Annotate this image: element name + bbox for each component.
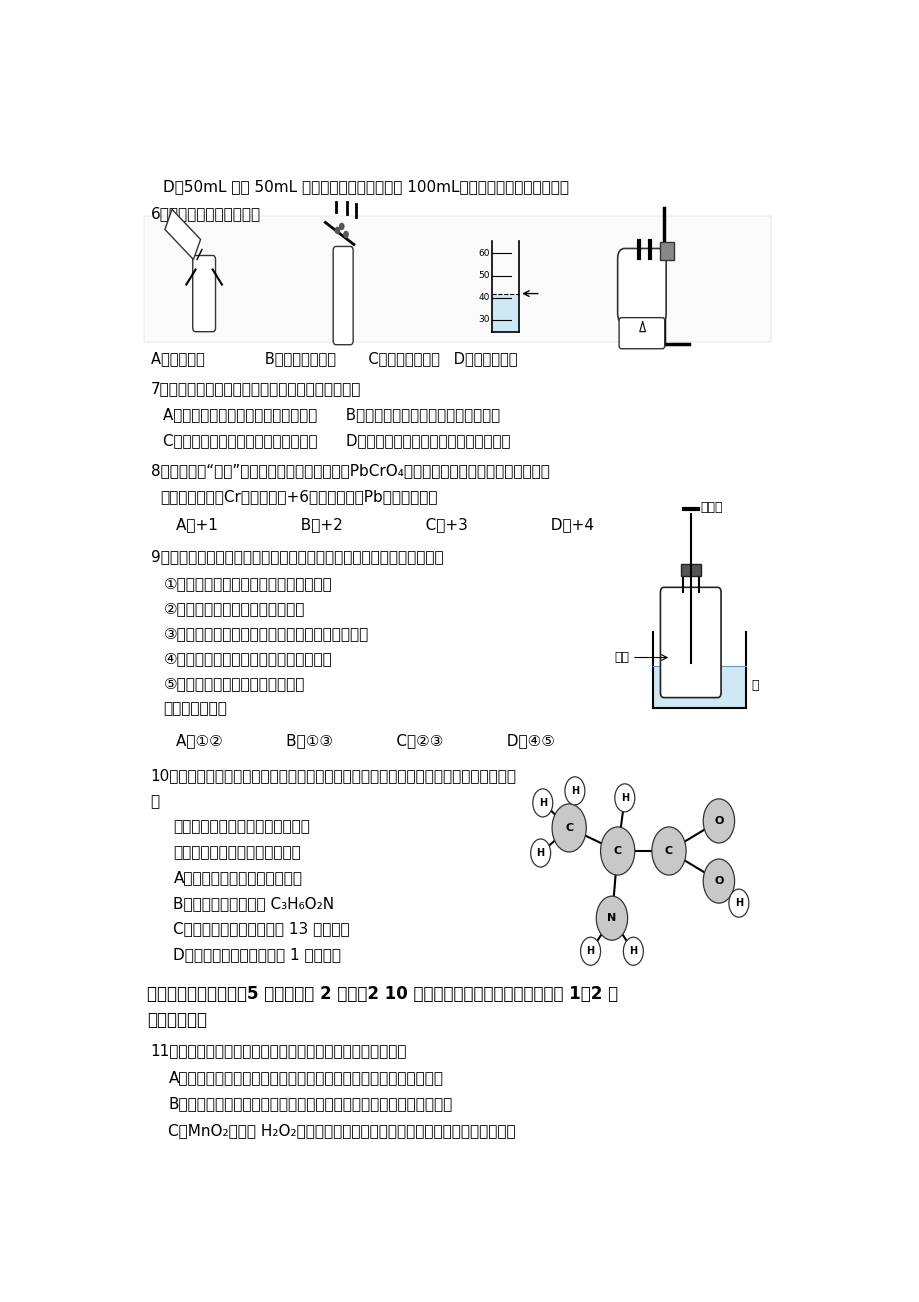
Text: 结构模型示意图）是其中的一种。: 结构模型示意图）是其中的一种。 [174, 819, 310, 833]
Text: ①装置不漏气是实验成功的重要因素之一: ①装置不漏气是实验成功的重要因素之一 [164, 577, 332, 591]
Text: ④将红磷改为炭也能得到正确的实验结论: ④将红磷改为炭也能得到正确的实验结论 [164, 651, 332, 667]
Text: C．镁条在空气中燃烧发出耀眼的白光      D．细铁丝在氧气中剧烈燃烧，火星四射: C．镁条在空气中燃烧发出耀眼的白光 D．细铁丝在氧气中剧烈燃烧，火星四射 [164, 434, 510, 448]
Text: A．+1                 B．+2                 C．+3                 D．+4: A．+1 B．+2 C．+3 D．+4 [176, 517, 593, 533]
FancyBboxPatch shape [652, 667, 745, 708]
Text: H: H [620, 793, 629, 803]
Text: C．一个丙氨酸分子中含有 13 个原子核: C．一个丙氨酸分子中含有 13 个原子核 [174, 922, 350, 936]
Text: C: C [664, 846, 673, 855]
Text: 红磷: 红磷 [614, 651, 630, 664]
Circle shape [702, 799, 733, 842]
Text: A．红磷在氧气中燃烧产生大量的白烟      B．硫磺在空气中燃烧发出蓝紫色火焰: A．红磷在氧气中燃烧产生大量的白烟 B．硫磺在空气中燃烧发出蓝紫色火焰 [164, 406, 500, 422]
FancyBboxPatch shape [333, 246, 353, 345]
FancyBboxPatch shape [618, 318, 664, 349]
Circle shape [623, 937, 642, 965]
Circle shape [335, 228, 339, 233]
Text: 8．据报道：“染色”馍头中添加柠橬黄钓酸铅（PbCrO₄）会使人体致癌，已被明文禁用。已: 8．据报道：“染色”馍头中添加柠橬黄钓酸铅（PbCrO₄）会使人体致癌，已被明文… [151, 464, 549, 478]
Text: H: H [539, 798, 546, 807]
Text: 50: 50 [478, 271, 490, 280]
Circle shape [339, 224, 344, 229]
Text: H: H [629, 947, 637, 956]
Circle shape [600, 827, 634, 875]
Text: A．丙氨酸是由四种原子构成的: A．丙氨酸是由四种原子构成的 [174, 870, 302, 885]
Text: A．在同一化合物中，金属元素显正价，所以非金属元素一定显负价: A．在同一化合物中，金属元素显正价，所以非金属元素一定显负价 [168, 1070, 443, 1086]
Text: 11．逻辑推理是化学学习常用的思维方法，以下推理正确的是: 11．逻辑推理是化学学习常用的思维方法，以下推理正确的是 [151, 1043, 407, 1059]
Polygon shape [165, 210, 200, 259]
Text: H: H [536, 848, 544, 858]
Text: 二、选择题（本大题共5 题，每小题 2 分，共2 10 分。每小题给出的四个选项中，有 1～2 个: 二、选择题（本大题共5 题，每小题 2 分，共2 10 分。每小题给出的四个选项… [147, 986, 618, 1004]
FancyBboxPatch shape [492, 293, 518, 332]
Text: 水: 水 [751, 678, 758, 691]
Circle shape [728, 889, 748, 917]
Text: 下列有关丙氨酸的叙述正确的是: 下列有关丙氨酸的叙述正确的是 [174, 845, 301, 861]
Circle shape [564, 777, 584, 805]
Text: B．氧化物只含有两种元素，所以氧化物中一定有一种元素不是氧元素: B．氧化物只含有两种元素，所以氧化物中一定有一种元素不是氧元素 [168, 1096, 452, 1112]
Text: C: C [613, 846, 621, 855]
Text: 40: 40 [478, 293, 490, 302]
Text: 60: 60 [478, 249, 490, 258]
Text: H: H [570, 786, 578, 796]
Text: 9．实验室用右图所示装置测定空气中氧气的含量，下列说法不正确的是: 9．实验室用右图所示装置测定空气中氧气的含量，下列说法不正确的是 [151, 549, 443, 564]
Text: 6．下列实验操作正确的是: 6．下列实验操作正确的是 [151, 207, 260, 221]
Text: 其中有错误的是: 其中有错误的是 [164, 702, 227, 716]
Text: H: H [586, 947, 594, 956]
Circle shape [344, 232, 347, 237]
Text: A．取用液体             B．取用固体药品       C．读取液体体积   D．给固体加热: A．取用液体 B．取用固体药品 C．读取液体体积 D．给固体加热 [151, 350, 516, 366]
FancyBboxPatch shape [192, 255, 215, 332]
Circle shape [530, 838, 550, 867]
Circle shape [702, 859, 733, 904]
FancyBboxPatch shape [660, 587, 720, 698]
Text: 符合题意。）: 符合题意。） [147, 1012, 207, 1030]
Text: 子: 子 [151, 794, 160, 809]
Text: ②红磷的用量不足会影响实验结论: ②红磷的用量不足会影响实验结论 [164, 602, 304, 616]
Text: B．丙氨酸的化学式为 C₃H₆O₂N: B．丙氨酸的化学式为 C₃H₆O₂N [174, 896, 335, 911]
Circle shape [551, 803, 585, 852]
Circle shape [580, 937, 600, 965]
Circle shape [614, 784, 634, 812]
Text: 10．蛋白质是人类重要的营养物质，它是由多种氨基酸构成的化合物，丙氨酸（下图为分: 10．蛋白质是人类重要的营养物质，它是由多种氨基酸构成的化合物，丙氨酸（下图为分 [151, 768, 516, 783]
Circle shape [596, 896, 627, 940]
FancyBboxPatch shape [143, 216, 770, 341]
Text: 知其中钓元素（Cr）化合价为+6，则铅元素（Pb）的化合价为: 知其中钓元素（Cr）化合价为+6，则铅元素（Pb）的化合价为 [160, 490, 437, 504]
Text: O: O [713, 816, 723, 825]
FancyBboxPatch shape [659, 242, 674, 259]
Text: D．50mL 水和 50mL 酒精混合后的总体积小于 100mL：分子的质量和体积都很小: D．50mL 水和 50mL 酒精混合后的总体积小于 100mL：分子的质量和体… [164, 180, 569, 194]
FancyBboxPatch shape [617, 249, 665, 324]
Text: 7．下列关于物质燃烧现象的部分描述，不正确的是: 7．下列关于物质燃烧现象的部分描述，不正确的是 [151, 380, 360, 396]
Text: ③集气瓶内气体压强的减小会导致瓶中水面的上升: ③集气瓶内气体压强的减小会导致瓶中水面的上升 [164, 626, 369, 642]
Text: O: O [713, 876, 723, 887]
Circle shape [532, 789, 552, 816]
Text: C: C [564, 823, 573, 833]
Circle shape [652, 827, 686, 875]
Text: D．一个丙氨酸分子中含有 1 个氧分子: D．一个丙氨酸分子中含有 1 个氧分子 [174, 948, 341, 962]
Text: H: H [734, 898, 743, 907]
Text: 弹簧夹: 弹簧夹 [700, 501, 722, 513]
Text: C．MnO₂是加快 H₂O₂分解的催化剂，所以催化剂是加快化学反应速率的物质: C．MnO₂是加快 H₂O₂分解的催化剂，所以催化剂是加快化学反应速率的物质 [168, 1122, 516, 1138]
FancyBboxPatch shape [680, 564, 700, 577]
Text: ⑤红磷息灭后瓶内肯定没有氧气了: ⑤红磷息灭后瓶内肯定没有氧气了 [164, 677, 304, 691]
Text: N: N [607, 913, 616, 923]
Text: A．①②             B．①③             C．②③             D．④⑤: A．①② B．①③ C．②③ D．④⑤ [176, 733, 554, 747]
Text: 30: 30 [478, 315, 490, 324]
